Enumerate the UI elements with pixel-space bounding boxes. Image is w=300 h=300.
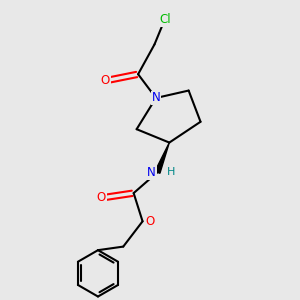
Text: O: O xyxy=(146,215,154,228)
Polygon shape xyxy=(155,142,169,173)
Text: O: O xyxy=(101,74,110,87)
Text: Cl: Cl xyxy=(159,13,171,26)
Text: O: O xyxy=(96,191,106,204)
Text: N: N xyxy=(147,166,156,179)
Text: H: H xyxy=(167,167,175,177)
Text: N: N xyxy=(152,92,160,104)
